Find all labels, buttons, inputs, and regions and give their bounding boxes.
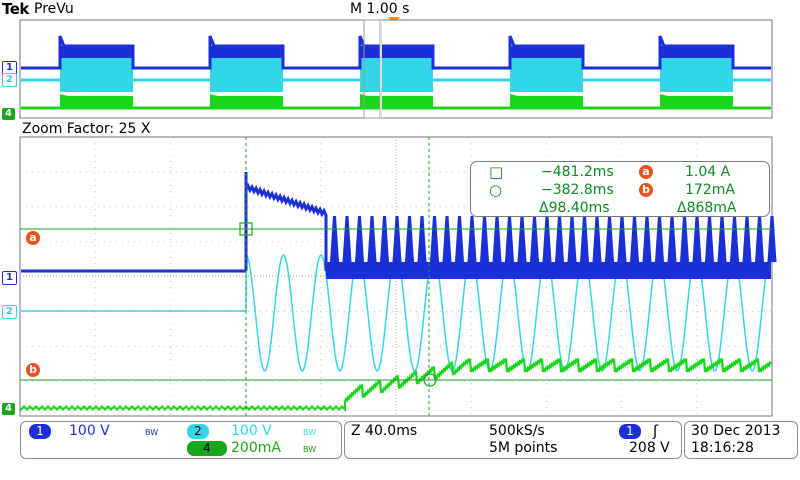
square-cursor-icon: □ xyxy=(489,163,504,181)
cursor-readout-box: □ −481.2ms a 1.04 A ○ −382.8ms b 172mA Δ… xyxy=(470,161,770,217)
tektronix-logo: Tek xyxy=(2,0,29,18)
ch1-overview-trace xyxy=(21,35,771,70)
ch1-zoom-pulse xyxy=(542,216,552,262)
ch1-zoom-pulse xyxy=(605,216,614,262)
ch1-zoom-pulse xyxy=(767,216,777,262)
cursor-b-value: 172mA xyxy=(685,182,735,198)
ch1-zoom-pulse xyxy=(717,216,727,262)
circle-cursor-icon: ○ xyxy=(489,181,503,199)
ch1-zoom-base-band xyxy=(326,262,771,278)
ch4-overview-burst xyxy=(210,94,283,108)
ch1-zoom-pulse xyxy=(667,216,677,262)
ch1-zoom-pulse xyxy=(680,216,689,262)
ch1-zoom-pulse xyxy=(655,216,664,262)
rising-edge-icon: ʃ xyxy=(653,422,659,440)
ch1-zoom-pulse xyxy=(555,216,564,262)
ch1-zoom-pulse xyxy=(705,216,714,262)
zoom-waveforms xyxy=(19,172,777,413)
ch1-zoom-pulse xyxy=(342,216,352,262)
ch1-zoom-pulse xyxy=(592,216,602,262)
cursor-a-square xyxy=(239,222,253,236)
acquisition-mode: PreVu xyxy=(34,1,74,17)
date-readout: 30 Dec 2013 xyxy=(691,423,781,439)
cursor-a-marker[interactable]: a xyxy=(26,231,40,245)
ch1-badge[interactable]: 1 xyxy=(29,424,51,439)
ch1-zoom-pulse xyxy=(467,216,477,262)
ch1-zoom-marker[interactable]: 1 xyxy=(2,271,17,285)
cursor-a-value: 1.04 A xyxy=(685,164,731,180)
ch1-zoom-pulse xyxy=(617,216,627,262)
timebase-readout: M 1.00 s xyxy=(350,1,410,17)
ch4-zoom-marker[interactable]: 4 xyxy=(2,403,15,415)
ch1-zoom-pulse xyxy=(642,216,652,262)
ch1-zoom-pulse xyxy=(417,216,427,262)
sample-rate: 500kS/s xyxy=(489,423,545,439)
ch2-bw-limit: BW xyxy=(303,428,317,437)
ch1-scale: 100 V xyxy=(69,423,110,439)
acquisition-panel[interactable]: Z 40.0ms 500kS/s 5M points 1 ʃ 208 V xyxy=(344,421,682,459)
ch4-overview-burst xyxy=(360,94,433,108)
ch1-zoom-pulse xyxy=(355,216,364,262)
ch4-overview-burst xyxy=(510,94,583,108)
ch4-badge[interactable]: 4 xyxy=(187,441,227,456)
ch1-zoom-pulse xyxy=(380,216,389,262)
ch1-bw-limit: BW xyxy=(145,428,159,437)
ch4-overview-burst xyxy=(660,94,733,108)
ch1-zoom-pulse xyxy=(442,216,452,262)
delta-time: Δ98.40ms xyxy=(539,200,610,216)
delta-current: Δ868mA xyxy=(677,200,737,216)
ch4-overview-burst xyxy=(60,94,133,108)
cursor-b-badge: b xyxy=(639,183,653,197)
cursor-b-marker[interactable]: b xyxy=(26,363,40,377)
ch1-zoom-pulse xyxy=(567,216,577,262)
ch1-zoom-pulse xyxy=(530,216,539,262)
zoom-timebase: Z 40.0ms xyxy=(351,423,418,439)
ch2-scale: 100 V xyxy=(231,423,272,439)
ch1-zoom-pulse xyxy=(367,216,377,262)
ch1-zoom-pulse xyxy=(580,216,589,262)
ch1-zoom-pulse xyxy=(755,216,764,262)
ch1-zoom-pulse xyxy=(492,216,502,262)
ch2-badge[interactable]: 2 xyxy=(187,424,209,439)
cursor-b-circle xyxy=(423,373,437,387)
trigger-source-badge[interactable]: 1 xyxy=(619,424,641,439)
overview-waveforms xyxy=(21,35,771,110)
ch1-zoom-pulse xyxy=(692,216,702,262)
record-length: 5M points xyxy=(489,440,558,456)
ch2-overview-burst xyxy=(510,58,583,92)
ch1-zoom-pulse xyxy=(330,216,339,262)
cursor-b-time: −382.8ms xyxy=(541,182,614,198)
ch1-zoom-pulse xyxy=(505,216,514,262)
ch1-zoom-pulse xyxy=(630,216,639,262)
ch2-overview-burst xyxy=(360,58,433,92)
datetime-panel: 30 Dec 2013 18:16:28 xyxy=(684,421,798,459)
channel-scale-panel[interactable]: 1 100 V BW 2 100 V BW 4 200mA BW xyxy=(20,421,342,459)
ch1-zoom-ramp xyxy=(244,172,328,271)
ch1-zoom-pulse xyxy=(480,216,489,262)
ch1-zoom-pulse xyxy=(730,216,739,262)
ch1-zoom-pulse xyxy=(405,216,414,262)
ch1-zoom-pulse xyxy=(392,216,402,262)
ch2-overview-burst xyxy=(660,58,733,92)
ch4-scale: 200mA xyxy=(231,440,281,456)
time-readout: 18:16:28 xyxy=(691,440,754,456)
ch1-zoom-pulse xyxy=(430,216,439,262)
ch2-overview-burst xyxy=(60,58,133,92)
ch2-zoom-marker[interactable]: 2 xyxy=(2,305,17,319)
ch4-overview-marker[interactable]: 4 xyxy=(2,108,15,120)
ch1-zoom-pulse xyxy=(455,216,464,262)
cursor-a-time: −481.2ms xyxy=(541,164,614,180)
ch1-zoom-pulse xyxy=(742,216,752,262)
ch4-bw-limit: BW xyxy=(303,445,317,454)
ch1-zoom-pulse xyxy=(517,216,527,262)
zoom-factor-label: Zoom Factor: 25 X xyxy=(22,121,151,137)
ch4-zoom-trace xyxy=(19,357,772,413)
ch2-overview-burst xyxy=(210,58,283,92)
trigger-level: 208 V xyxy=(629,440,670,456)
cursor-a-badge: a xyxy=(639,165,653,179)
ch2-overview-marker[interactable]: 2 xyxy=(2,73,17,87)
